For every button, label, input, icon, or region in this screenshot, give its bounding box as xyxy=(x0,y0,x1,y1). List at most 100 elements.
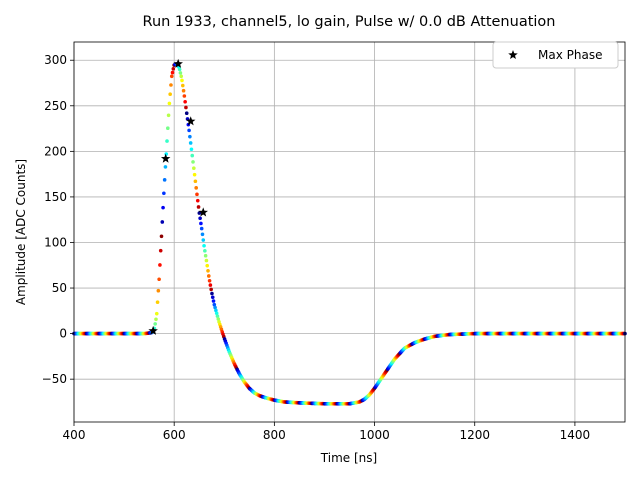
waveform-point xyxy=(206,269,210,273)
max-phase-star xyxy=(160,153,171,163)
waveform-point xyxy=(187,128,191,133)
legend-label: Max Phase xyxy=(538,48,602,62)
x-tick-label: 800 xyxy=(263,428,286,442)
y-axis-ticks: −50 0 50 100 150 200 250 300 xyxy=(42,53,74,386)
waveform-point xyxy=(155,300,160,304)
waveform-point xyxy=(199,226,204,231)
y-tick-label: 250 xyxy=(44,99,67,113)
waveform-point xyxy=(199,221,203,226)
x-tick-label: 400 xyxy=(63,428,86,442)
waveform-point xyxy=(188,134,192,139)
waveform-point xyxy=(190,153,195,158)
waveform-point xyxy=(166,126,170,130)
chart-title: Run 1933, channel5, lo gain, Pulse w/ 0.… xyxy=(143,14,556,30)
waveform-point xyxy=(195,198,200,203)
star-icon xyxy=(508,50,518,60)
waveform-point xyxy=(169,83,173,87)
max-phase-markers xyxy=(148,58,208,335)
waveform-point xyxy=(204,258,209,263)
x-tick-label: 600 xyxy=(163,428,186,442)
waveform-point xyxy=(195,192,199,197)
waveform-point xyxy=(184,105,188,110)
waveform-point xyxy=(182,94,187,98)
waveform-point xyxy=(161,205,165,210)
waveform-point xyxy=(210,291,214,296)
waveform-point xyxy=(215,314,220,318)
waveform-point xyxy=(158,263,162,267)
legend-star-marker xyxy=(508,50,518,60)
waveform-point xyxy=(159,234,164,239)
waveform-point xyxy=(203,253,208,258)
waveform-point xyxy=(158,248,163,253)
waveform-point xyxy=(166,113,171,118)
y-tick-label: 300 xyxy=(44,53,67,67)
max-phase-star xyxy=(185,116,196,126)
waveform-point xyxy=(192,166,196,170)
waveform-point xyxy=(209,287,213,292)
y-tick-label: 150 xyxy=(44,190,67,204)
x-tick-label: 1000 xyxy=(359,428,390,442)
waveform-point xyxy=(216,317,221,321)
waveform-point xyxy=(169,74,174,79)
max-phase-star xyxy=(173,58,183,68)
x-axis-ticks: 400 600 800 1000 1200 1400 xyxy=(63,422,591,442)
waveform-point xyxy=(193,179,198,184)
waveform-point xyxy=(211,299,216,303)
waveform-point xyxy=(183,99,187,104)
waveform-point xyxy=(162,191,166,196)
waveform-point xyxy=(156,288,161,293)
y-tick-label: 100 xyxy=(44,235,67,249)
waveform-point xyxy=(168,92,172,96)
waveform-point xyxy=(205,263,210,268)
waveform-point xyxy=(180,78,184,83)
waveform-point xyxy=(170,70,175,75)
legend-box xyxy=(492,41,619,69)
y-tick-label: 0 xyxy=(59,327,67,341)
x-axis-label: Time [ns] xyxy=(320,451,377,465)
waveform-point xyxy=(184,111,189,116)
x-tick-label: 1400 xyxy=(560,428,591,442)
waveform-point xyxy=(202,243,206,248)
waveform-point xyxy=(214,311,219,316)
waveform-point xyxy=(181,88,186,93)
waveform-point xyxy=(189,147,194,152)
waveform-point xyxy=(179,74,183,79)
legend: Max Phase xyxy=(492,41,619,69)
waveform-point xyxy=(194,186,198,190)
waveform-point xyxy=(162,178,167,182)
waveform-point xyxy=(157,277,161,282)
x-tick-label: 1200 xyxy=(459,428,490,442)
waveform-point xyxy=(196,205,201,209)
waveform-point xyxy=(178,71,183,75)
waveform-point xyxy=(171,67,176,71)
waveform-point xyxy=(198,216,202,221)
waveform-point xyxy=(154,311,159,316)
waveform-point xyxy=(207,278,212,283)
y-tick-label: 50 xyxy=(52,281,67,295)
y-axis-label: Amplitude [ADC Counts] xyxy=(14,159,28,305)
waveform-point xyxy=(208,283,213,287)
waveform-point xyxy=(214,308,218,313)
waveform-point xyxy=(154,317,158,322)
waveform-point xyxy=(153,322,157,326)
waveform-point xyxy=(160,220,165,224)
waveform-point xyxy=(212,302,217,307)
waveform-point xyxy=(192,172,197,177)
waveform-point xyxy=(163,165,168,169)
waveform-point xyxy=(200,232,205,237)
waveform-point xyxy=(167,101,172,106)
plot-frame xyxy=(73,41,626,423)
waveform-point xyxy=(188,141,193,145)
max-phase-star xyxy=(148,325,158,335)
waveform-point xyxy=(206,274,211,278)
waveform-point xyxy=(213,305,217,310)
y-tick-label: −50 xyxy=(42,372,67,386)
y-tick-label: 200 xyxy=(44,144,67,158)
max-phase-star xyxy=(198,207,208,217)
waveform-point xyxy=(180,83,185,88)
waveform-point xyxy=(177,67,182,72)
waveform-point xyxy=(210,295,215,300)
waveform-point xyxy=(201,238,206,242)
